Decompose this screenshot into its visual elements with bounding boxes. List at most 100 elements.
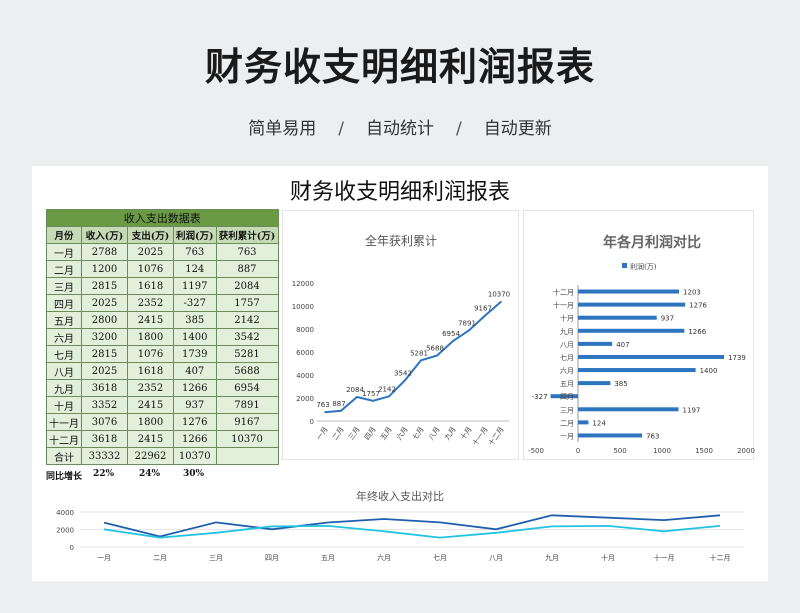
table-cell: 124 (173, 260, 217, 278)
table-cell: 二月 (46, 260, 82, 278)
x-tick-label: 二月 (153, 554, 167, 562)
y-tick-label: 0 (70, 544, 74, 552)
table-cell: 1618 (127, 277, 174, 295)
x-tick-label: 六月 (377, 553, 391, 562)
income-line (103, 514, 721, 538)
profit-bar (578, 302, 686, 307)
subtitle-item-3: 自动更新 (483, 119, 552, 139)
subtitle-separator: / (456, 119, 462, 139)
table-cell: 2142 (215, 311, 279, 329)
data-label: 1276 (689, 302, 707, 310)
x-tick-label: 八月 (489, 554, 503, 562)
data-label: 2142 (378, 385, 396, 393)
y-tick-label: 十一月 (553, 301, 574, 310)
table-cell: 3076 (81, 413, 128, 431)
y-tick-label: 2000 (56, 527, 74, 535)
y-tick-label: 六月 (560, 366, 574, 375)
subtitle: 简单易用 / 自动统计 / 自动更新 (0, 114, 800, 139)
table-cell: 1200 (81, 260, 128, 278)
y-tick-label: 八月 (560, 341, 574, 349)
cumulative-line (324, 300, 502, 414)
table-cell: 763 (173, 243, 217, 261)
data-label: 2084 (346, 386, 364, 394)
profit-bar (578, 381, 611, 386)
table-cell: 十二月 (46, 430, 82, 448)
table-cell: 3200 (81, 328, 128, 346)
table-row: 八月 2025 1618 407 5688 (46, 362, 279, 380)
x-tick-label: 八月 (427, 426, 442, 442)
table-cell: 1266 (173, 379, 217, 397)
table-row: 二月 1200 1076 124 887 (46, 260, 279, 278)
table-cell: 9167 (215, 413, 279, 431)
x-tick-label: -500 (528, 447, 544, 455)
table-cell: 2352 (127, 379, 174, 397)
x-tick-label: 七月 (410, 425, 425, 442)
y-tick-label: 一月 (560, 432, 574, 440)
table-cell: 八月 (46, 362, 82, 380)
data-label: 887 (332, 400, 345, 408)
y-tick-label: 二月 (560, 419, 574, 427)
profit-bar (578, 420, 589, 425)
income-expense-chart: 年终收入支出对比 0 2000 4000 一月 二月 三月 四月 五月 六月 七月 八月 九月 十月 十一月… (56, 489, 744, 562)
x-tick-label: 2000 (737, 447, 755, 455)
column-header: 利润(万) (173, 226, 217, 244)
table-cell: 1266 (173, 430, 217, 448)
table-cell: 5688 (215, 362, 279, 380)
table-cell: 937 (173, 396, 217, 414)
x-tick-label: 三月 (347, 426, 362, 442)
data-label: 6954 (442, 330, 460, 338)
table-cell: 2415 (127, 311, 174, 329)
column-header: 月份 (46, 226, 82, 244)
data-point (436, 354, 438, 357)
table-cell: 3618 (81, 379, 128, 397)
expense-line (103, 524, 721, 539)
data-label: 1203 (683, 289, 701, 297)
cumulative-profit-chart: 全年获利累计 0 2000 4000 6000 8000 10000 12000 一月 二月 三月四… (292, 233, 510, 447)
total-cell: 10370 (173, 447, 217, 465)
y-tick-label: 12000 (292, 280, 314, 288)
y-tick-label: 4000 (56, 509, 74, 517)
data-point (404, 379, 406, 382)
profit-bar (578, 341, 613, 346)
table-cell: 1276 (173, 413, 217, 431)
data-label: 124 (592, 419, 606, 427)
data-label: 7891 (458, 319, 476, 327)
profit-bar (578, 328, 685, 333)
column-header: 收入(万) (81, 226, 128, 244)
table-cell: 2788 (81, 243, 128, 261)
table-cell: 3542 (215, 328, 279, 346)
y-tick-label: 2000 (296, 395, 314, 403)
table-cell: 2800 (81, 311, 128, 329)
total-cell (215, 447, 279, 465)
y-tick-label: 三月 (560, 406, 574, 414)
table-cell: 3618 (81, 430, 128, 448)
x-tick-label: 三月 (209, 554, 223, 562)
table-cell: 385 (173, 311, 217, 329)
data-point (420, 359, 422, 362)
table-cell: 2025 (81, 294, 128, 312)
chart-title: 年各月利润对比 (603, 234, 701, 251)
x-tick-label: 五月 (379, 426, 394, 442)
table-cell: 1739 (173, 345, 217, 363)
x-tick-label: 500 (613, 447, 626, 455)
profit-bar (550, 394, 578, 399)
legend-label: 利润(万) (630, 262, 657, 271)
data-label: 5688 (426, 345, 444, 353)
data-label: 763 (646, 432, 659, 440)
total-row: 合计 33332 22962 10370 (46, 447, 279, 465)
y-tick-label: 6000 (296, 349, 314, 357)
data-point (452, 340, 454, 342)
table-cell: 一月 (46, 243, 82, 261)
y-tick-label: 五月 (560, 380, 574, 388)
subtitle-item-1: 简单易用 (248, 119, 317, 139)
legend-swatch (622, 263, 627, 268)
profit-bar (578, 433, 643, 438)
income-expense-chart-panel: 年终收入支出对比 0 2000 4000 一月 二月 三月 四月 五月 六月 七月 八月 九月 十月 十一月… (46, 480, 754, 576)
data-point (340, 409, 342, 412)
data-label: 763 (316, 401, 329, 409)
x-tick-label: 六月 (394, 425, 409, 442)
report-sheet: 财务收支明细利润报表 收入支出数据表 月份 收入(万) 支出(万) 利润(万) 获利累计… (32, 166, 768, 581)
column-header: 支出(万) (127, 226, 174, 244)
table-cell: 2815 (81, 345, 128, 363)
